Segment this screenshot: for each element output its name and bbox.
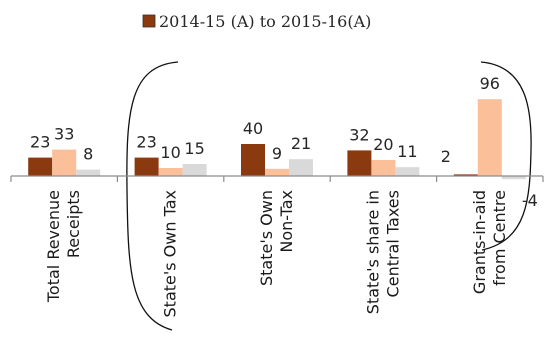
bracket-left [126, 61, 179, 331]
category-label: from Centre [490, 190, 509, 286]
legend: 2014-15 (A) to 2015-16(A) [142, 12, 371, 31]
bar [395, 167, 420, 176]
legend-label: 2014-15 (A) to 2015-16(A) [159, 12, 371, 31]
bracket-right [480, 61, 532, 251]
data-label: 23 [30, 133, 50, 152]
data-label: 96 [480, 74, 500, 93]
data-label: 2 [441, 147, 451, 166]
data-label: 15 [184, 139, 204, 158]
bar [477, 99, 502, 176]
category-label: Receipts [64, 190, 83, 258]
bar [453, 174, 478, 176]
data-label: 40 [243, 119, 263, 138]
data-label: 23 [136, 133, 156, 152]
bar [182, 164, 207, 176]
bar [158, 168, 183, 176]
bars [28, 99, 526, 180]
category-label: State's share in [363, 190, 382, 314]
bar [501, 176, 526, 180]
bar [265, 168, 289, 176]
category-label: State's Own [257, 190, 276, 286]
bar [241, 144, 265, 176]
data-label: 9 [272, 144, 282, 163]
data-label: 20 [373, 135, 393, 154]
data-label: -4 [522, 191, 538, 210]
bar [347, 150, 372, 176]
legend-swatch [142, 14, 156, 28]
category-label: Grants-in-aid [470, 190, 489, 294]
axis-ticks [10, 176, 544, 182]
data-label: 33 [54, 125, 74, 144]
bar [52, 149, 77, 176]
bar [28, 157, 53, 176]
category-label: Non-Tax [277, 190, 296, 253]
category-label: Central Taxes [383, 190, 402, 297]
data-label: 32 [349, 125, 369, 144]
bar [289, 159, 313, 176]
data-label: 11 [397, 142, 417, 161]
data-label: 8 [83, 145, 93, 164]
category-label: State's Own Tax [161, 190, 180, 317]
category-labels: Total Revenue Receipts State's Own Tax Stat… [44, 190, 509, 317]
bar [371, 160, 396, 176]
bar [76, 169, 101, 176]
category-label: Total Revenue [44, 190, 63, 303]
bar [134, 157, 159, 176]
data-label: 10 [160, 143, 180, 162]
decorative-brackets [126, 61, 532, 331]
data-label: 21 [291, 134, 311, 153]
